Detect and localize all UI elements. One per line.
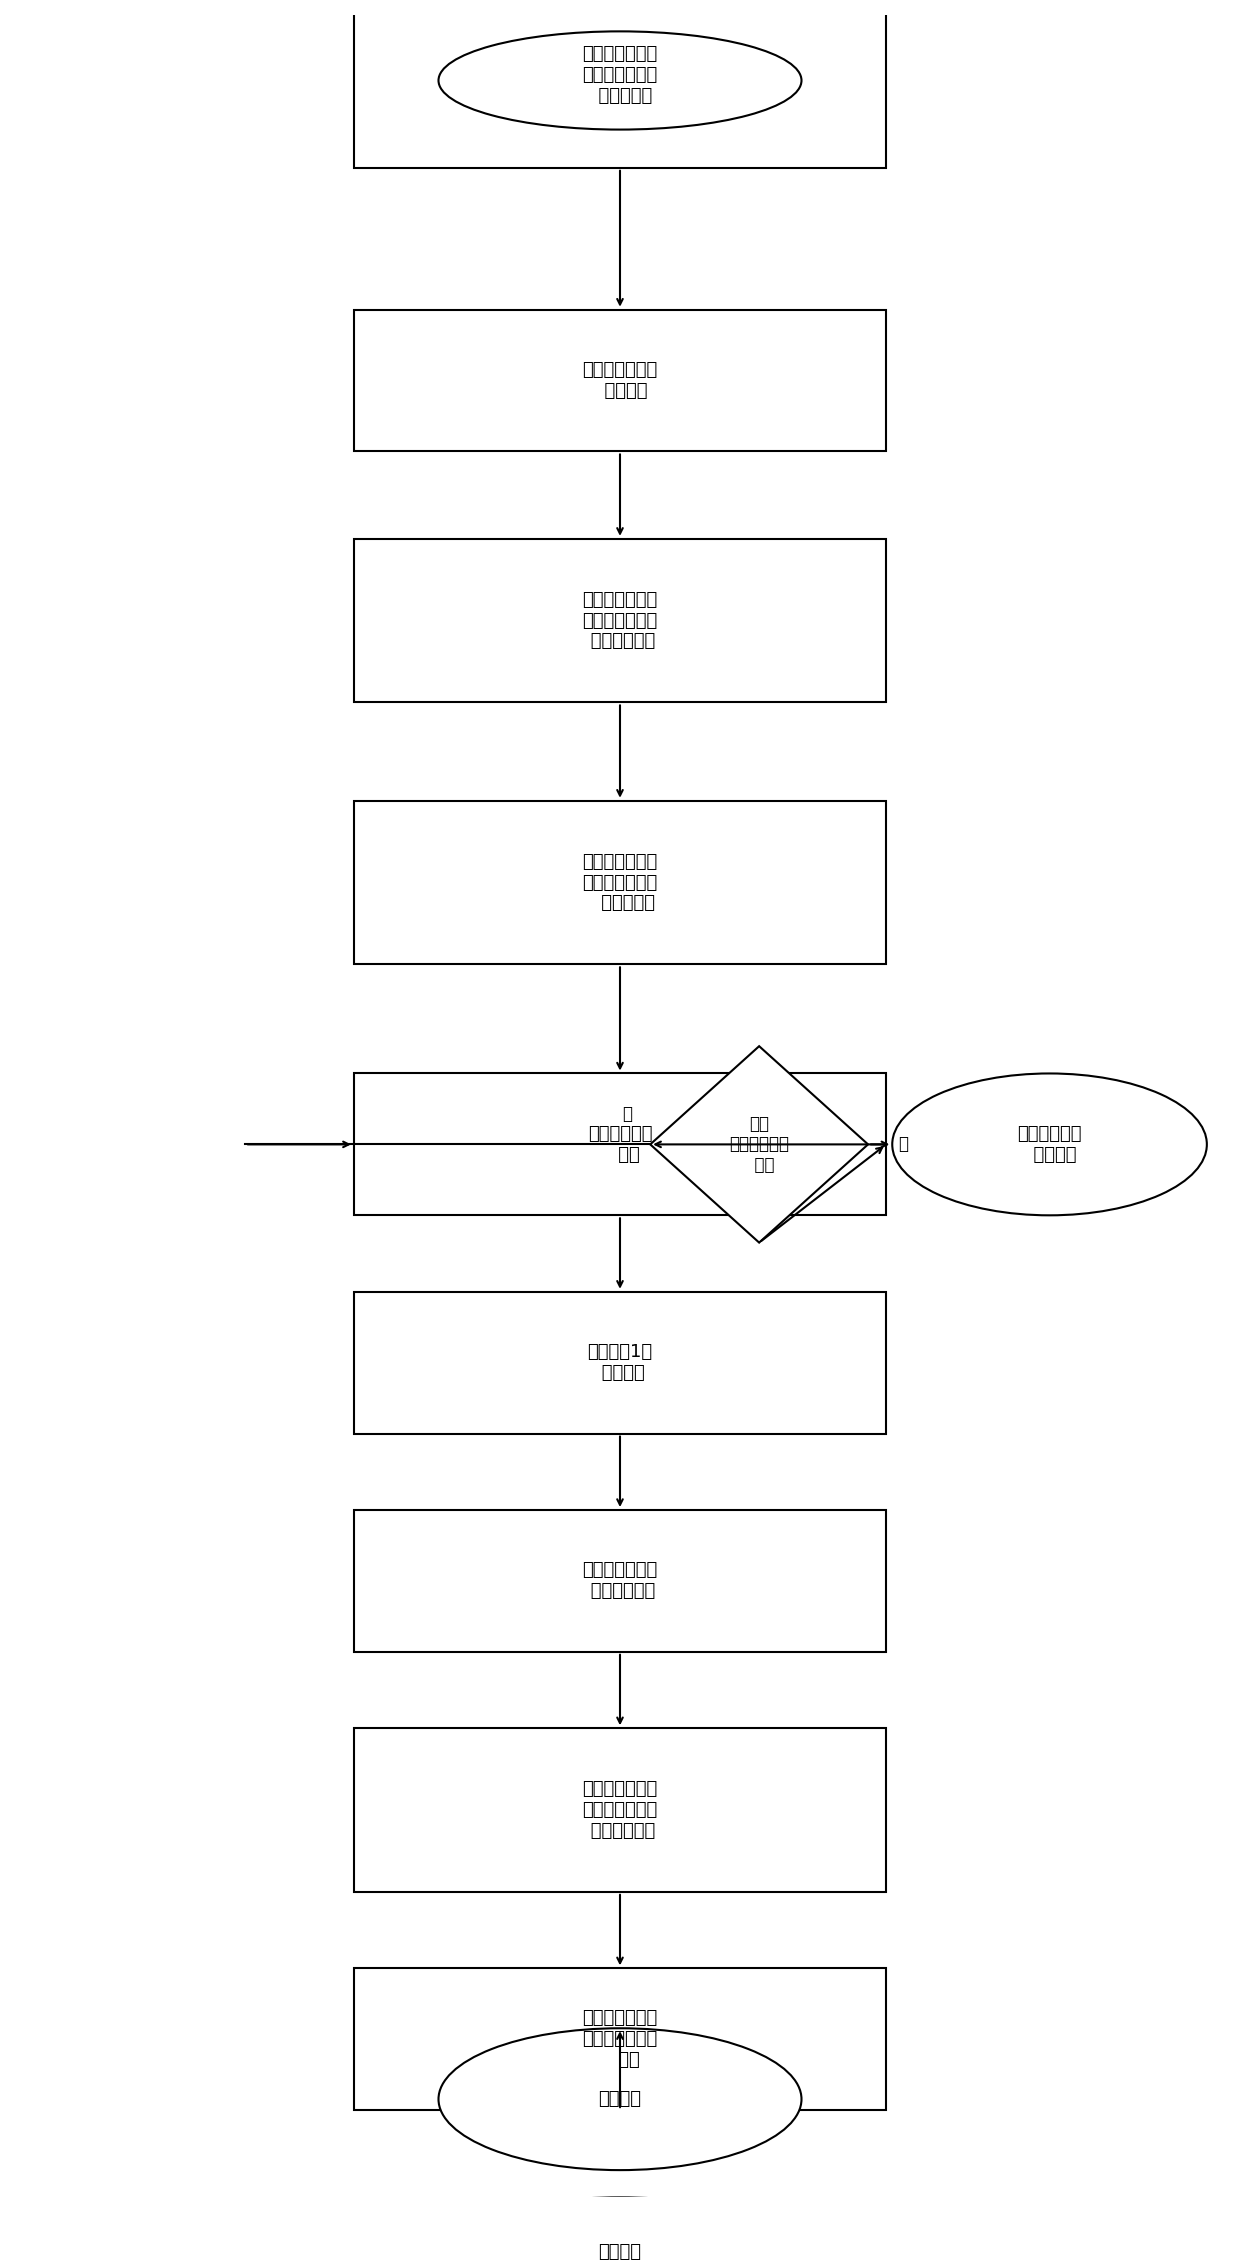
Text: 否: 否: [622, 1105, 632, 1123]
Text: 制备性质相似混
凝土试件，记录
 初始力学数据: 制备性质相似混 凝土试件，记录 初始力学数据: [583, 591, 657, 650]
Text: 岩样试件，力学
  性质测试: 岩样试件，力学 性质测试: [583, 360, 657, 401]
Text: 爆破振动数据
   采集: 爆破振动数据 采集: [588, 1126, 652, 1164]
FancyBboxPatch shape: [353, 539, 887, 702]
Ellipse shape: [439, 2027, 801, 2170]
Text: 结束爆破振动
  数据采集: 结束爆破振动 数据采集: [1017, 1126, 1081, 1164]
FancyBboxPatch shape: [353, 1291, 887, 1434]
Text: 是: 是: [898, 1135, 908, 1153]
FancyBboxPatch shape: [353, 310, 887, 451]
FancyBboxPatch shape: [353, 1968, 887, 2111]
FancyBboxPatch shape: [353, 800, 887, 965]
Text: 结束测定: 结束测定: [599, 2091, 641, 2109]
Polygon shape: [650, 1046, 868, 1243]
Ellipse shape: [439, 2197, 801, 2265]
Text: 结束测定: 结束测定: [599, 2242, 641, 2260]
Text: 取出其中1组
 预埋试件: 取出其中1组 预埋试件: [588, 1343, 652, 1382]
FancyBboxPatch shape: [353, 0, 887, 168]
Ellipse shape: [439, 32, 801, 129]
Text: 对取出试件进行
 力学性质测试: 对取出试件进行 力学性质测试: [583, 1561, 657, 1601]
Text: 是否
取出所有预埋
  试件: 是否 取出所有预埋 试件: [729, 1114, 789, 1173]
Text: 建立微观变化特
点与爆破振动能
 量的匹配关系: 建立微观变化特 点与爆破振动能 量的匹配关系: [583, 1780, 657, 1839]
Text: 将岩样试件及相
似混凝土试件回
   埋至取样点: 将岩样试件及相 似混凝土试件回 埋至取样点: [583, 852, 657, 913]
FancyBboxPatch shape: [353, 1728, 887, 1891]
Text: 划定采样点钻取
岩芯，制备岩样
  试件，编号: 划定采样点钻取 岩芯，制备岩样 试件，编号: [583, 45, 657, 104]
FancyBboxPatch shape: [353, 1511, 887, 1651]
FancyBboxPatch shape: [353, 1074, 887, 1216]
Text: 爆破振动对岩石
损伤增长量影响
   规律: 爆破振动对岩石 损伤增长量影响 规律: [583, 2009, 657, 2068]
Ellipse shape: [893, 1074, 1207, 1216]
